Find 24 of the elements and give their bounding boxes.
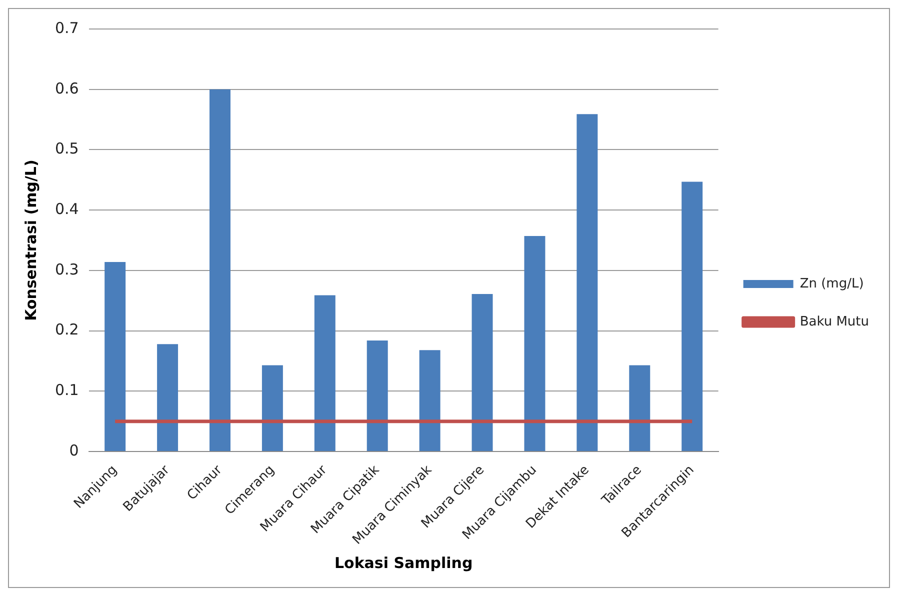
bar [419,350,440,452]
y-tick-label: 0 [69,441,79,460]
bar [314,295,336,452]
y-tick-label: 0.2 [54,320,79,339]
y-tick-label: 0.3 [54,260,79,278]
legend-label: Zn (mg/L) [800,276,864,292]
bar [366,340,388,452]
y-tick-label: 0.7 [54,18,79,37]
bar [524,236,546,452]
y-tick-label: 0.4 [54,200,79,218]
bar [104,262,126,452]
bar [262,365,283,452]
y-tick-label: 0.1 [54,381,79,400]
bar [472,294,493,452]
y-axis-title: Konsentrasi (mg/L) [22,160,40,321]
bar [576,114,598,452]
y-tick-label: 0.6 [54,79,79,98]
bar [629,365,650,452]
legend-label: Baku Mutu [800,314,870,330]
x-axis-title: Lokasi Sampling [334,554,473,572]
y-tick-label: 0.5 [54,140,79,158]
bar [210,89,230,452]
bar [682,182,703,452]
bar [157,344,178,452]
